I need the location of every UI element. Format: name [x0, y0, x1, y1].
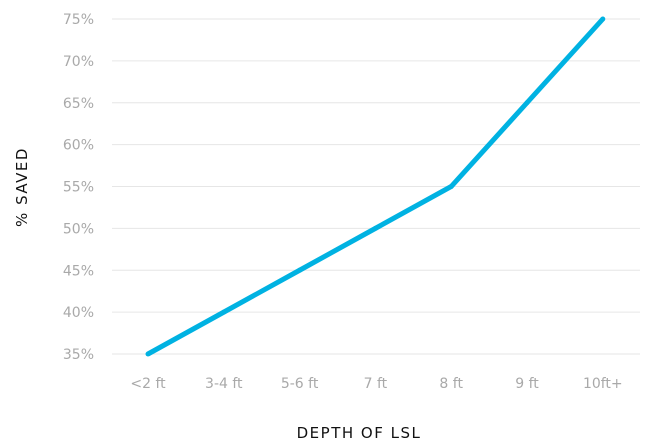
data-point — [524, 100, 530, 106]
x-tick-label: <2 ft — [130, 376, 166, 392]
y-tick-label: 75% — [63, 12, 94, 28]
x-tick-label: 5-6 ft — [281, 376, 319, 392]
data-point — [145, 351, 151, 357]
data-point — [600, 16, 606, 22]
x-tick-label: 10ft+ — [583, 376, 623, 392]
y-tick-label: 50% — [63, 221, 94, 237]
y-axis-ticks: 35% 40% 45% 50% 55% 60% 65% 70% 75% — [63, 12, 94, 363]
data-point — [221, 309, 227, 315]
x-tick-label: 3-4 ft — [205, 376, 243, 392]
y-tick-label: 35% — [63, 347, 94, 363]
y-tick-label: 70% — [63, 54, 94, 70]
y-axis-title: % SAVED — [13, 147, 31, 227]
y-tick-label: 45% — [63, 263, 94, 279]
data-point — [372, 225, 378, 231]
x-axis-title: DEPTH OF LSL — [297, 424, 422, 442]
y-tick-label: 55% — [63, 180, 94, 196]
y-tick-label: 60% — [63, 138, 94, 154]
y-tick-label: 40% — [63, 305, 94, 321]
x-tick-label: 9 ft — [515, 376, 539, 392]
gridlines — [112, 18, 640, 355]
series-group — [145, 16, 606, 357]
data-point — [297, 267, 303, 273]
data-point — [448, 184, 454, 189]
x-axis-ticks: <2 ft 3-4 ft 5-6 ft 7 ft 8 ft 9 ft 10ft+ — [130, 376, 622, 392]
x-tick-label: 8 ft — [439, 376, 463, 392]
y-tick-label: 65% — [63, 96, 94, 112]
x-tick-label: 7 ft — [364, 376, 388, 392]
